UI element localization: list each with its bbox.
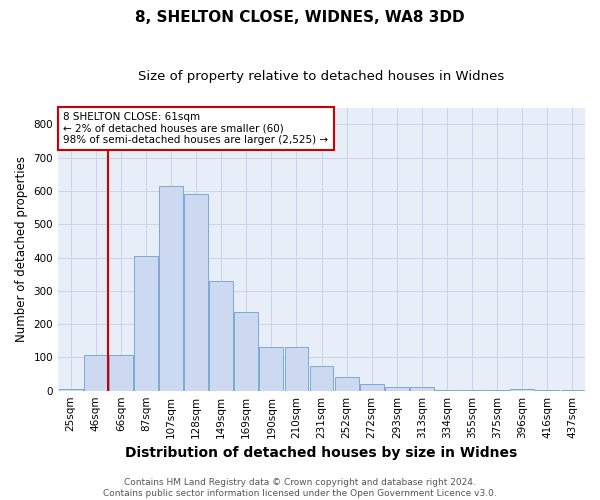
Bar: [335, 378, 359, 390]
Bar: [84, 355, 107, 390]
Bar: [284, 348, 308, 391]
Bar: [235, 312, 258, 390]
Bar: [184, 194, 208, 390]
Bar: [209, 281, 233, 390]
Bar: [410, 388, 434, 390]
Bar: [159, 186, 183, 390]
Bar: [385, 386, 409, 390]
Bar: [59, 389, 83, 390]
Bar: [109, 355, 133, 390]
Title: Size of property relative to detached houses in Widnes: Size of property relative to detached ho…: [139, 70, 505, 83]
Bar: [134, 256, 158, 390]
Bar: [511, 389, 534, 390]
Bar: [310, 366, 334, 390]
Y-axis label: Number of detached properties: Number of detached properties: [15, 156, 28, 342]
Bar: [259, 348, 283, 391]
Text: 8 SHELTON CLOSE: 61sqm
← 2% of detached houses are smaller (60)
98% of semi-deta: 8 SHELTON CLOSE: 61sqm ← 2% of detached …: [64, 112, 328, 145]
Text: 8, SHELTON CLOSE, WIDNES, WA8 3DD: 8, SHELTON CLOSE, WIDNES, WA8 3DD: [135, 10, 465, 25]
Text: Contains HM Land Registry data © Crown copyright and database right 2024.
Contai: Contains HM Land Registry data © Crown c…: [103, 478, 497, 498]
X-axis label: Distribution of detached houses by size in Widnes: Distribution of detached houses by size …: [125, 446, 518, 460]
Bar: [360, 384, 383, 390]
